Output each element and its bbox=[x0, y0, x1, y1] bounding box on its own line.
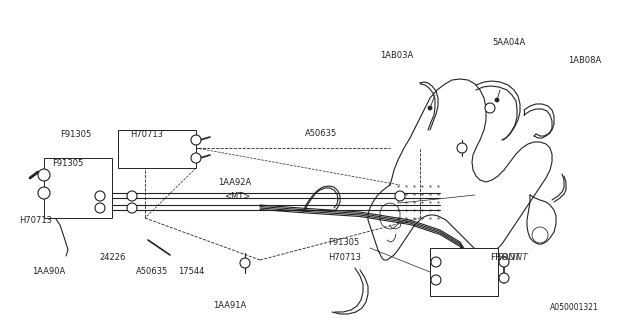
Circle shape bbox=[38, 169, 50, 181]
Text: 24226: 24226 bbox=[99, 253, 125, 262]
Circle shape bbox=[191, 153, 201, 163]
Text: 1AB08A: 1AB08A bbox=[568, 55, 601, 65]
Text: H70713: H70713 bbox=[328, 253, 361, 262]
Text: FRONT: FRONT bbox=[490, 253, 520, 262]
Text: A50635: A50635 bbox=[136, 268, 168, 276]
Circle shape bbox=[127, 203, 137, 213]
Text: A050001321: A050001321 bbox=[550, 303, 599, 313]
Circle shape bbox=[457, 143, 467, 153]
Bar bbox=[44, 158, 112, 218]
Circle shape bbox=[499, 273, 509, 283]
Text: 5AA04A: 5AA04A bbox=[492, 37, 525, 46]
Circle shape bbox=[485, 103, 495, 113]
Circle shape bbox=[495, 98, 499, 102]
Bar bbox=[430, 248, 498, 296]
Circle shape bbox=[431, 257, 441, 267]
Circle shape bbox=[428, 106, 432, 110]
Text: FRONT: FRONT bbox=[498, 253, 529, 262]
Circle shape bbox=[499, 257, 509, 267]
Text: 1AA90A: 1AA90A bbox=[32, 268, 65, 276]
Text: F91305: F91305 bbox=[52, 158, 83, 167]
Text: <MT>: <MT> bbox=[224, 191, 250, 201]
Text: F91305: F91305 bbox=[328, 237, 359, 246]
Text: 1AA91A: 1AA91A bbox=[213, 300, 246, 309]
Text: 17544: 17544 bbox=[178, 268, 204, 276]
Circle shape bbox=[191, 135, 201, 145]
Text: 1AA92A: 1AA92A bbox=[218, 178, 252, 187]
Circle shape bbox=[431, 275, 441, 285]
Text: F91305: F91305 bbox=[60, 130, 92, 139]
Circle shape bbox=[127, 191, 137, 201]
Circle shape bbox=[38, 187, 50, 199]
Bar bbox=[118, 130, 196, 168]
Text: 1AB03A: 1AB03A bbox=[380, 51, 413, 60]
Circle shape bbox=[395, 191, 405, 201]
Circle shape bbox=[240, 258, 250, 268]
Text: A50635: A50635 bbox=[305, 129, 337, 138]
Circle shape bbox=[532, 227, 548, 243]
Text: H70713: H70713 bbox=[19, 215, 52, 225]
Circle shape bbox=[95, 191, 105, 201]
Text: H70713: H70713 bbox=[130, 130, 163, 139]
Circle shape bbox=[95, 203, 105, 213]
